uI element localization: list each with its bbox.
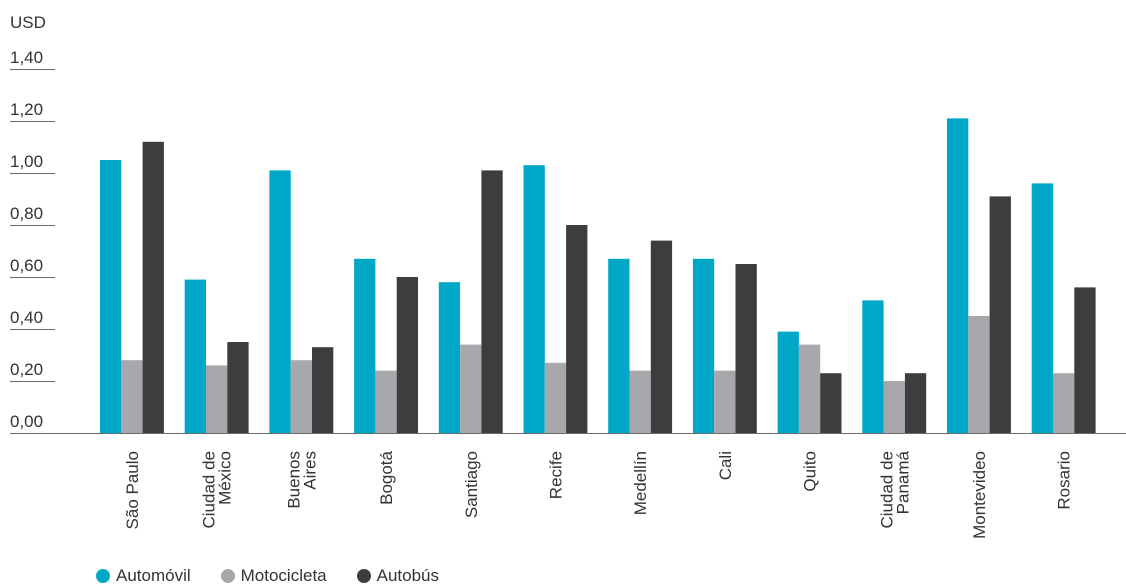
x-tick-label-line: Montevideo <box>970 451 989 539</box>
bar <box>460 344 482 433</box>
x-tick-label: Santiago <box>462 451 481 518</box>
legend-swatch-automovil <box>96 569 110 583</box>
bar <box>142 141 164 434</box>
x-tick-label: Ciudad dePanamá <box>877 450 912 528</box>
bar <box>481 170 503 433</box>
bar <box>269 170 291 433</box>
bar <box>544 362 567 433</box>
x-tick-label-line: Recife <box>546 451 565 499</box>
x-axis-labels: São Paulo Ciudad deMéxico BuenosAires Bogot… <box>123 450 1074 538</box>
x-tick-label: Medellín <box>631 451 650 515</box>
x-tick-label-line: Bogotá <box>377 450 396 504</box>
y-tick-label: 0,80 <box>10 204 43 223</box>
legend-label-autobus: Autobús <box>376 566 440 585</box>
x-tick-label: Cali <box>716 451 735 480</box>
x-tick-label: Montevideo <box>970 451 989 539</box>
bar <box>312 347 334 433</box>
bar <box>777 331 799 433</box>
bar <box>883 381 905 433</box>
y-tick-label: 0,60 <box>10 256 43 275</box>
bar <box>862 300 884 433</box>
x-tick-label-line: Ciudad de <box>200 451 219 529</box>
y-tick-label: 0,40 <box>10 308 43 327</box>
bar-series <box>100 118 1096 434</box>
y-tick-label: 1,00 <box>10 152 43 171</box>
x-tick-label-line: Santiago <box>462 451 481 518</box>
x-tick-label-line: Rosario <box>1055 451 1074 510</box>
x-tick-label-line: México <box>216 451 235 505</box>
legend-swatch-autobus <box>356 569 371 583</box>
x-tick-label-line: Buenos <box>284 451 303 509</box>
x-tick-label-line: Aires <box>300 451 319 490</box>
bar <box>566 225 588 433</box>
x-tick-label: Quito <box>801 451 820 492</box>
bar <box>968 316 990 433</box>
x-tick-label: Ciudad deMéxico <box>200 451 235 529</box>
bar <box>629 370 651 433</box>
bar <box>714 370 736 433</box>
bar <box>820 373 842 433</box>
bar <box>989 196 1011 433</box>
bar <box>650 240 673 433</box>
bar <box>947 118 969 434</box>
legend: Automóvil Motocicleta Autobús <box>96 566 439 586</box>
bar <box>904 373 927 433</box>
x-tick-label-line: Cali <box>716 451 735 480</box>
y-tick-label: 1,40 <box>10 48 43 67</box>
bar <box>184 279 206 433</box>
x-tick-label-line: São Paulo <box>123 451 142 529</box>
legend-label-automovil: Automóvil <box>116 566 191 585</box>
legend-label-motocicleta: Motocicleta <box>240 566 327 585</box>
bar <box>1074 287 1096 433</box>
bar <box>798 344 821 433</box>
x-tick-label: Rosario <box>1055 451 1074 510</box>
x-tick-label: Recife <box>546 451 565 499</box>
y-tick-label: 1,20 <box>10 100 43 119</box>
bar <box>396 277 418 433</box>
bar <box>100 160 122 433</box>
bar <box>735 264 757 433</box>
x-tick-label: BuenosAires <box>284 451 319 509</box>
y-tick-label: 0,00 <box>10 412 43 431</box>
legend-swatch-motocicleta <box>220 569 235 583</box>
x-tick-label-line: Medellín <box>631 451 650 515</box>
bar <box>227 342 249 433</box>
bar <box>692 258 715 433</box>
bar <box>290 360 312 433</box>
bar <box>375 370 397 433</box>
y-axis-ticks: 0,00 0,20 0,40 0,60 0,80 1,00 1,20 1,40 <box>10 48 55 431</box>
x-tick-label-line: Panamá <box>893 450 912 514</box>
x-tick-label-line: Ciudad de <box>877 451 896 529</box>
x-tick-label-line: Quito <box>801 451 820 492</box>
bar <box>523 165 545 433</box>
y-tick-label: 0,20 <box>10 360 43 379</box>
bar <box>438 282 461 433</box>
x-tick-label: São Paulo <box>123 451 142 529</box>
x-tick-label: Bogotá <box>377 450 396 504</box>
bar <box>206 365 228 433</box>
legend-item-motocicleta: Motocicleta <box>220 566 327 586</box>
legend-item-autobus: Autobús <box>356 566 440 586</box>
bar <box>1031 183 1053 433</box>
bar <box>1053 373 1075 433</box>
bar <box>121 360 143 433</box>
y-axis-unit-label: USD <box>10 13 46 32</box>
bar <box>608 258 630 433</box>
legend-item-automovil: Automóvil <box>96 566 191 586</box>
bar <box>354 258 376 433</box>
